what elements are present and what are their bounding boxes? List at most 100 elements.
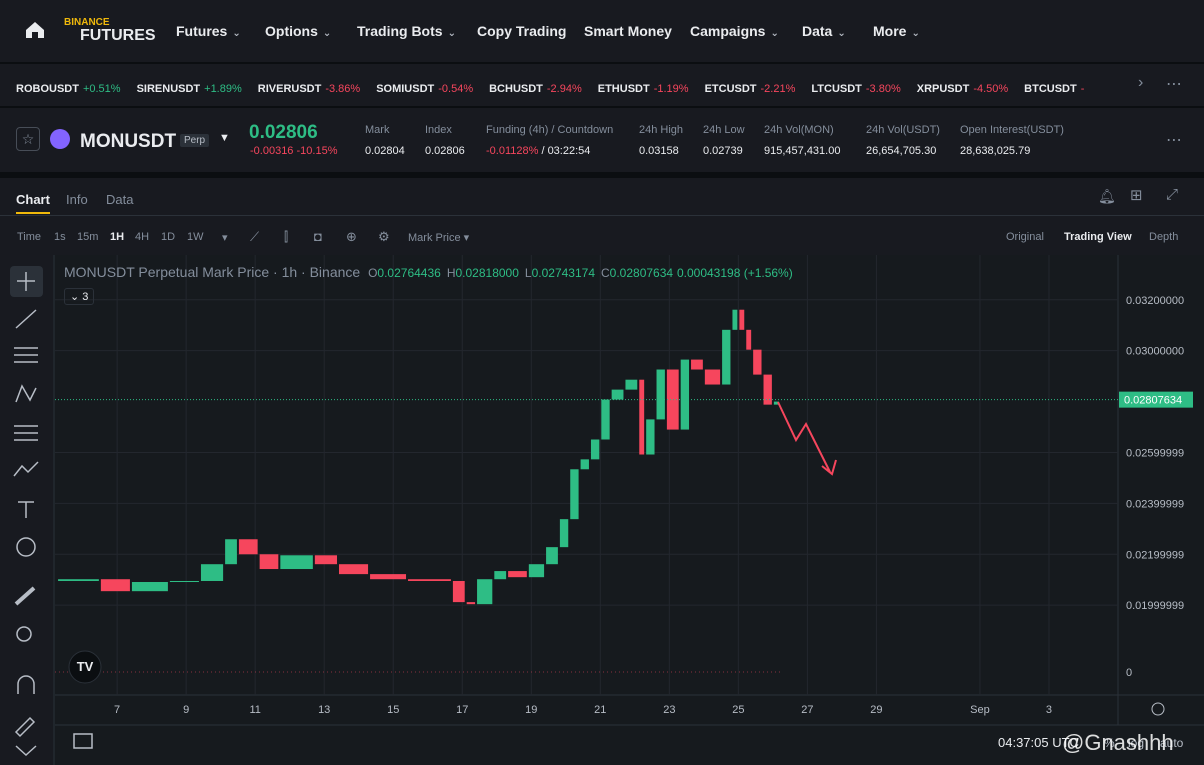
tool-forecast[interactable] [13, 461, 39, 477]
symbol-menu[interactable]: ⋯ [1166, 132, 1182, 149]
ticker-change: -1.19% [653, 83, 689, 95]
ticker-symbol[interactable]: BTCUSDT [1024, 83, 1077, 95]
stat-label: Mark [365, 124, 390, 136]
nav-caret: ⌄ [322, 28, 332, 39]
coin-icon [50, 129, 70, 149]
indicator-toggle[interactable]: ⌄ 3 [64, 288, 95, 305]
x-tick-label: 11 [249, 704, 260, 716]
ohlc-key: C [601, 266, 610, 280]
ticker-symbol[interactable]: ETHUSDT [597, 83, 650, 95]
candle [339, 564, 369, 575]
nav-item[interactable]: Options ⌄ [265, 23, 332, 39]
x-tick-label: 3 [1046, 704, 1052, 716]
ticker-symbol[interactable]: RIVERUSDT [257, 83, 322, 95]
percent-toggle[interactable]: % [1104, 736, 1115, 750]
interval[interactable]: 1D [161, 231, 176, 243]
expand-icon[interactable]: ⤢ [1166, 186, 1179, 203]
tool-lock[interactable] [14, 716, 36, 738]
nav-item[interactable]: Smart Money [584, 23, 672, 39]
symbol-name[interactable]: MONUSDT [80, 131, 177, 152]
tool-fib[interactable] [14, 425, 38, 441]
interval[interactable]: 1s [54, 231, 66, 243]
nav-item[interactable]: Data ⌄ [802, 23, 846, 39]
stat-value: 0.02739 [703, 145, 743, 157]
tab[interactable]: Info [66, 192, 88, 207]
tool-zoom[interactable] [16, 626, 32, 642]
ticker-symbol[interactable]: ROBOUSDT [16, 83, 79, 95]
indicator-icon[interactable]: ⟋ [250, 229, 260, 244]
tool-magnet[interactable] [17, 675, 35, 694]
candle [131, 582, 168, 592]
ticker-symbol[interactable]: ETCUSDT [704, 83, 757, 95]
ticker-change: - [1080, 83, 1085, 95]
tool-emoji[interactable] [16, 537, 36, 557]
candle [722, 329, 731, 385]
nav-item[interactable]: Trading Bots ⌄ [357, 23, 456, 39]
settings-icon[interactable]: ⚙︎ [378, 229, 390, 244]
interval[interactable]: 4H [135, 231, 150, 243]
axis-settings[interactable] [1151, 702, 1165, 716]
chart: 0.03200000 0.03000000 0.02599999 0.02399999… [0, 255, 1204, 765]
add-icon[interactable]: ⊕ [346, 229, 357, 244]
logo-top[interactable]: BINANCE [64, 17, 110, 28]
legend-change: 0.00043198 (+1.56%) [676, 266, 793, 280]
stat-label: Open Interest(USDT) [960, 124, 1064, 136]
ticker-symbol[interactable]: LTCUSDT [811, 83, 862, 95]
tool-pattern[interactable] [15, 384, 37, 403]
ticker-symbol[interactable]: BCHUSDT [489, 83, 543, 95]
candle [625, 379, 638, 390]
nav-item[interactable]: More ⌄ [873, 23, 920, 39]
logo-bottom[interactable]: FUTURES [80, 27, 156, 44]
ohlc-value: 0.02764436 [377, 266, 441, 280]
y-tick-label: 0.02599999 [1126, 447, 1184, 459]
camera-icon[interactable]: ◘ [314, 229, 322, 244]
zero-label: 0 [1126, 667, 1132, 679]
candle [508, 571, 527, 578]
candle [559, 519, 569, 548]
nav-item[interactable]: Campaigns ⌄ [690, 23, 779, 39]
home-icon[interactable] [24, 20, 46, 40]
goto-date[interactable] [73, 733, 93, 749]
ticker-change: -2.94% [546, 83, 582, 95]
ticker-symbol[interactable]: XRPUSDT [916, 83, 970, 95]
nav-item[interactable]: Futures ⌄ [176, 23, 241, 39]
ticker-symbol[interactable]: SIRENUSDT [136, 83, 201, 95]
ticker-next[interactable]: › [1138, 74, 1144, 91]
tab[interactable]: Chart [16, 192, 50, 207]
nav-caret: ⌄ [447, 28, 456, 39]
interval[interactable]: 1H [110, 231, 125, 243]
candle-icon[interactable]: ⫿ [284, 229, 289, 244]
interval[interactable]: 1W [187, 231, 204, 243]
ticker-symbol[interactable]: SOMIUSDT [376, 83, 435, 95]
nav-item[interactable]: Copy Trading [477, 23, 567, 39]
stat-number: 0.03158 [639, 145, 679, 157]
tool-text[interactable] [18, 501, 34, 518]
log-toggle[interactable]: log [1128, 736, 1144, 750]
tool-lines[interactable] [14, 347, 38, 363]
ohlc-value: 0.02818000 [455, 266, 519, 280]
view-option[interactable]: Original [1006, 231, 1044, 243]
favorite-star[interactable]: ☆ [16, 127, 40, 151]
x-tick-label: 21 [594, 704, 606, 716]
tool-trendline[interactable] [15, 309, 37, 329]
symbol-dropdown[interactable]: ▼ [219, 132, 230, 144]
auto-toggle[interactable]: auto [1160, 736, 1184, 750]
tv-logo[interactable] [68, 650, 102, 684]
interval[interactable]: 15m [77, 231, 99, 243]
tab[interactable]: Data [106, 192, 134, 207]
symbol-bar: ☆ MONUSDT Perp ▼ 0.02806 -0.00316 -10.15… [0, 108, 1204, 172]
view-option[interactable]: Depth [1149, 231, 1179, 243]
interval-more[interactable]: ▾ [222, 232, 228, 244]
candle [466, 602, 476, 605]
price-type[interactable]: Mark Price ▾ [408, 232, 470, 244]
arrow-annotation [777, 401, 837, 476]
tool-cross[interactable] [17, 272, 35, 291]
candle [680, 359, 690, 430]
tool-more[interactable] [15, 745, 37, 757]
view-option[interactable]: Trading View [1064, 231, 1132, 243]
tool-ruler[interactable] [14, 586, 36, 606]
layout-icon[interactable]: ⊞ [1130, 187, 1143, 204]
ticker-menu[interactable]: ⋯ [1166, 76, 1182, 93]
last-price-box [1119, 391, 1193, 408]
alert-icon[interactable]: 🔔︎ [1098, 188, 1116, 204]
